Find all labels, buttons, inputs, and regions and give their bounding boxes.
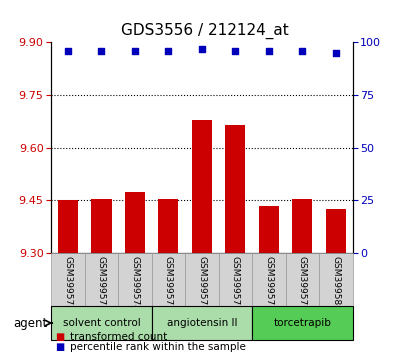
Point bbox=[131, 48, 138, 54]
Point bbox=[265, 48, 272, 54]
Text: angiotensin II: angiotensin II bbox=[166, 318, 236, 328]
Bar bbox=[85, 253, 118, 306]
Bar bbox=[151, 306, 252, 340]
Text: GSM399577: GSM399577 bbox=[230, 256, 239, 311]
Text: GSM399579: GSM399579 bbox=[297, 256, 306, 311]
Bar bbox=[51, 306, 151, 340]
Text: transformed count: transformed count bbox=[70, 332, 166, 342]
Bar bbox=[292, 199, 312, 253]
Bar bbox=[51, 253, 85, 306]
Text: GSM399576: GSM399576 bbox=[197, 256, 206, 311]
Bar bbox=[318, 253, 352, 306]
Text: torcetrapib: torcetrapib bbox=[273, 318, 330, 328]
Text: GSM399574: GSM399574 bbox=[130, 256, 139, 311]
Bar bbox=[58, 200, 78, 253]
Bar bbox=[185, 253, 218, 306]
Point bbox=[299, 48, 305, 54]
Bar bbox=[252, 306, 352, 340]
Text: GSM399578: GSM399578 bbox=[264, 256, 273, 311]
Bar bbox=[191, 120, 211, 253]
Bar bbox=[252, 253, 285, 306]
Point bbox=[98, 48, 105, 54]
Point bbox=[165, 48, 171, 54]
Point bbox=[65, 48, 71, 54]
Bar bbox=[125, 192, 145, 253]
Point bbox=[231, 48, 238, 54]
Text: ■: ■ bbox=[55, 342, 65, 352]
Bar bbox=[158, 199, 178, 253]
Text: ■: ■ bbox=[55, 332, 65, 342]
Bar bbox=[118, 253, 151, 306]
Bar bbox=[285, 253, 318, 306]
Text: GSM399575: GSM399575 bbox=[164, 256, 173, 311]
Bar bbox=[151, 253, 185, 306]
Point bbox=[332, 50, 338, 56]
Text: solvent control: solvent control bbox=[63, 318, 140, 328]
Text: agent: agent bbox=[13, 316, 47, 330]
Bar bbox=[218, 253, 252, 306]
Text: GSM399573: GSM399573 bbox=[97, 256, 106, 311]
Text: GSM399572: GSM399572 bbox=[63, 256, 72, 311]
Text: percentile rank within the sample: percentile rank within the sample bbox=[70, 342, 245, 352]
Bar bbox=[91, 199, 111, 253]
Text: GDS3556 / 212124_at: GDS3556 / 212124_at bbox=[121, 23, 288, 39]
Text: GSM399580: GSM399580 bbox=[330, 256, 339, 311]
Bar bbox=[225, 125, 245, 253]
Point bbox=[198, 46, 204, 52]
Bar bbox=[258, 206, 278, 253]
Bar bbox=[325, 209, 345, 253]
